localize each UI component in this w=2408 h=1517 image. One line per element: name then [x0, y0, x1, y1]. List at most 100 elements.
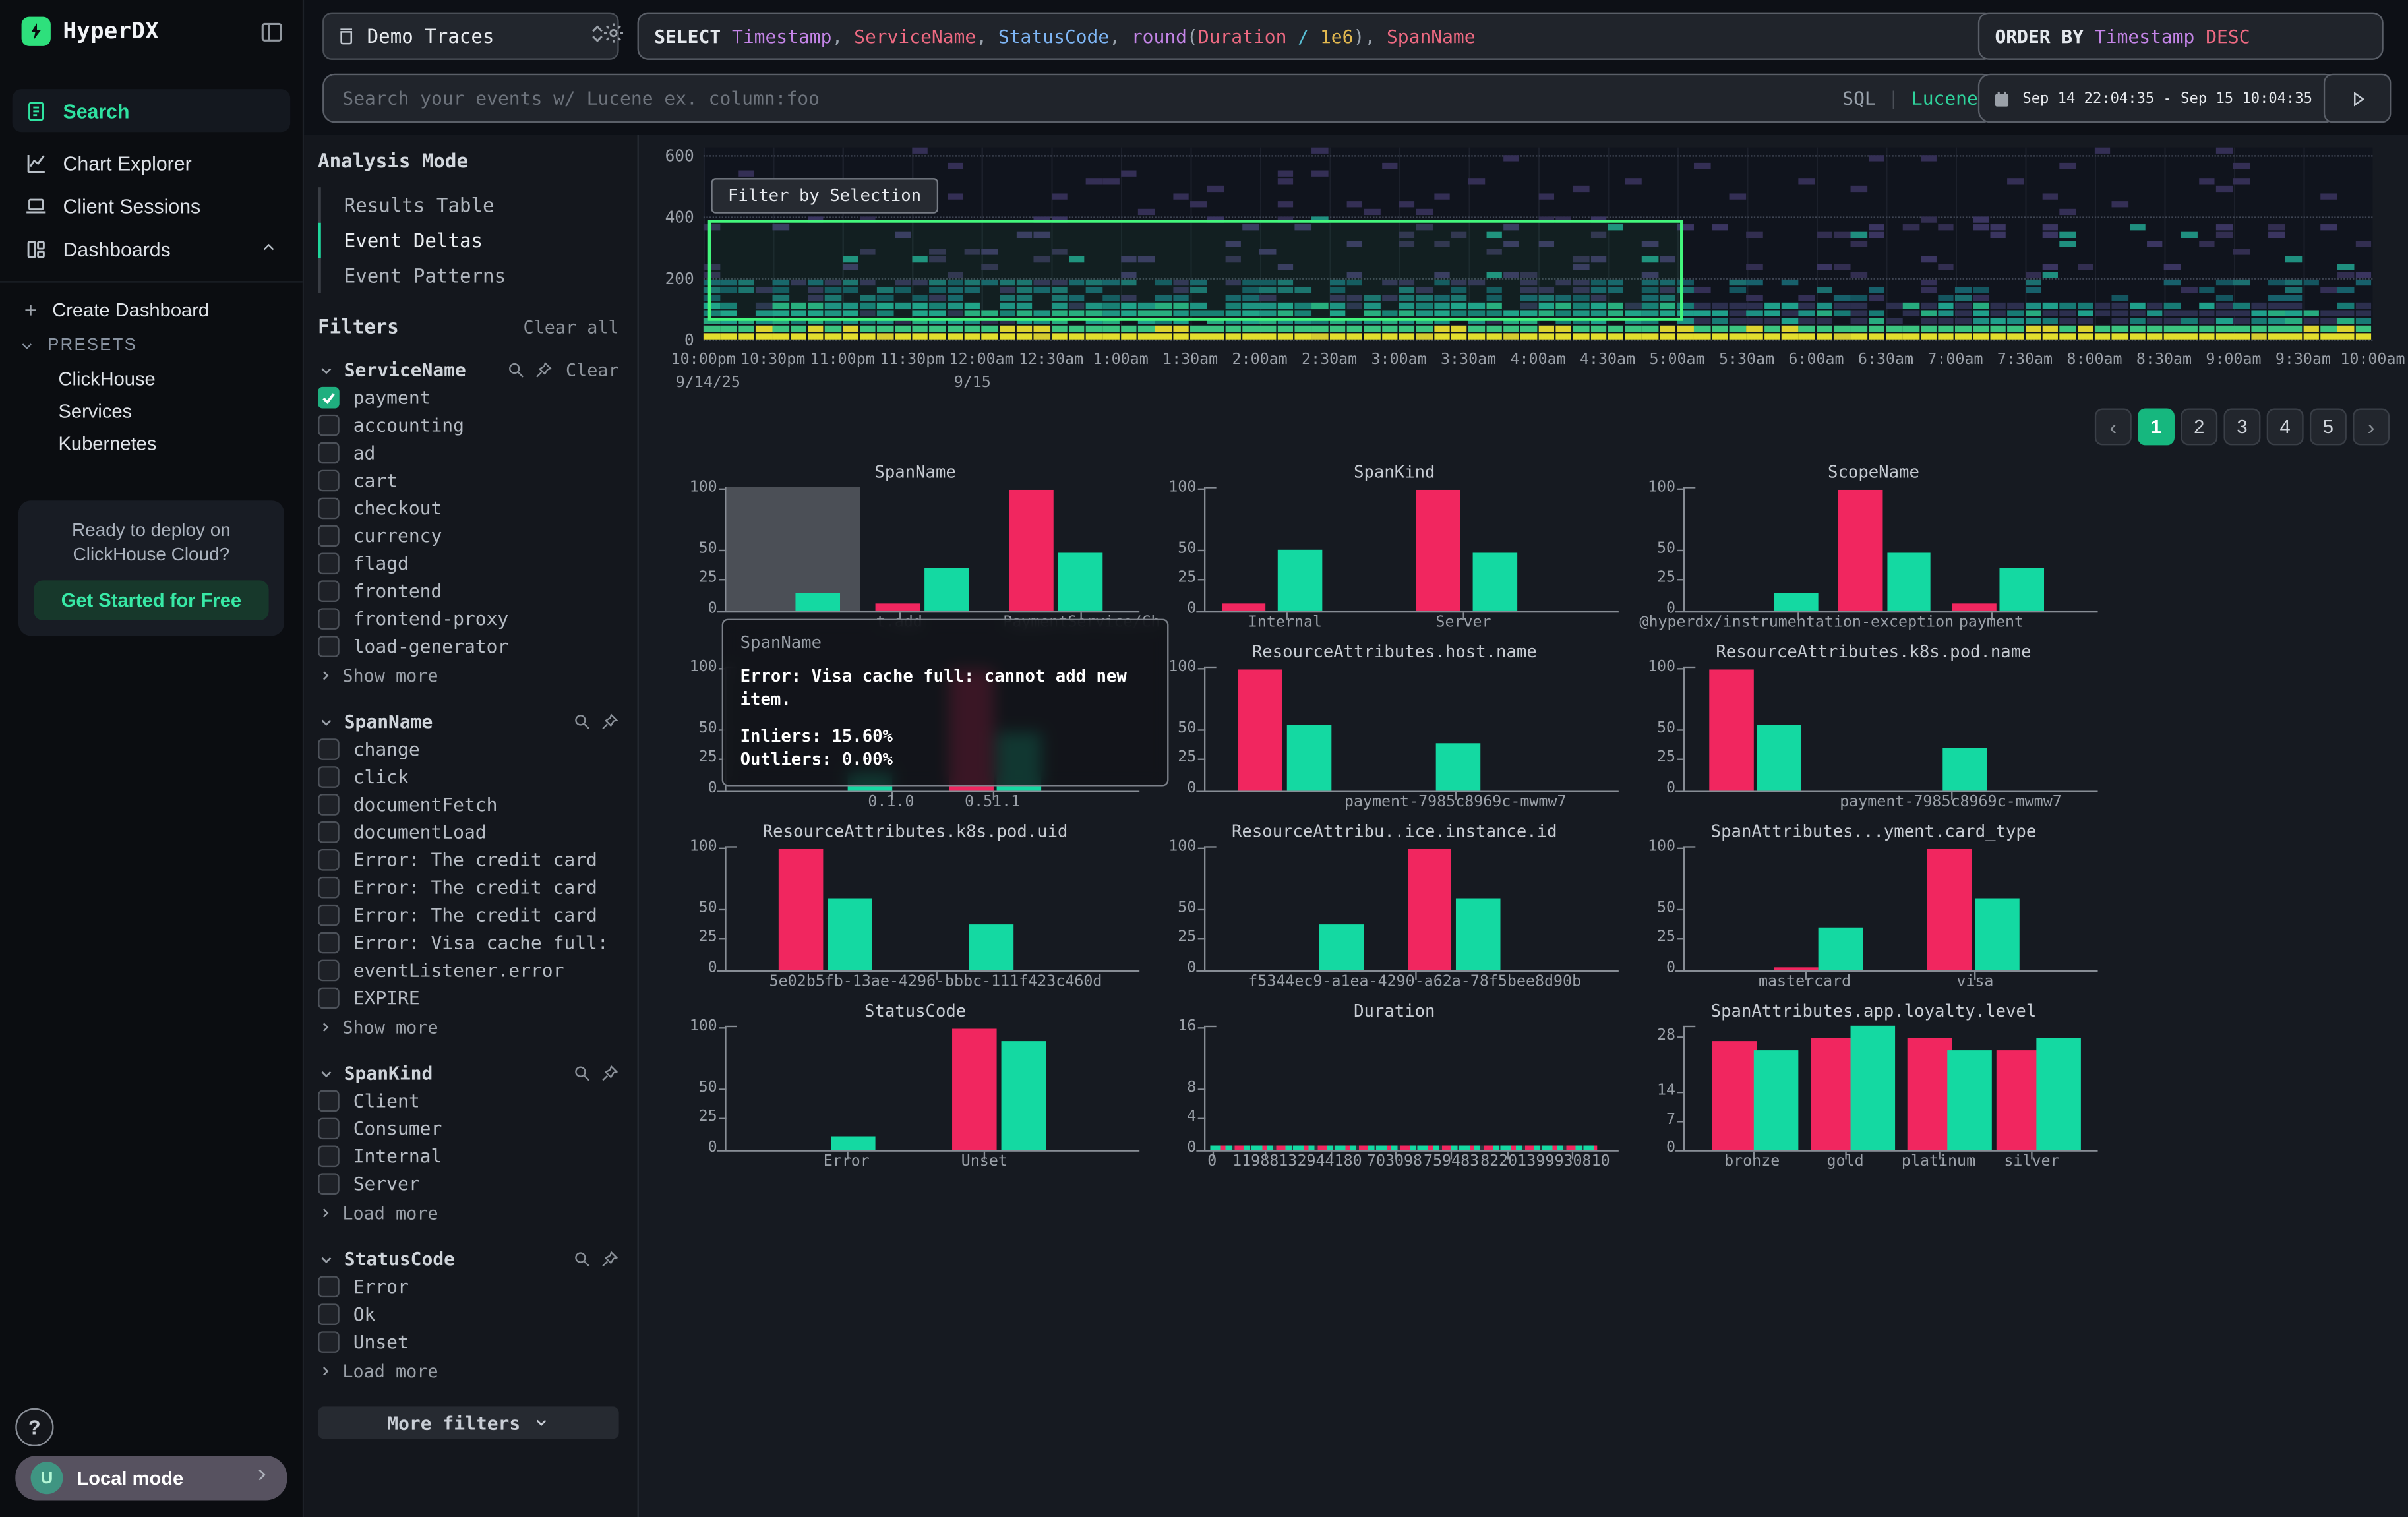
outlier-bar[interactable] — [1222, 604, 1266, 611]
inlier-bar[interactable] — [1435, 742, 1480, 790]
filter-group-title[interactable]: SpanName — [344, 711, 433, 732]
order-by-input[interactable]: ORDER BY Timestamp DESC — [1978, 13, 2384, 60]
sql-select-input[interactable]: SELECT Timestamp, ServiceName, StatusCod… — [638, 13, 1995, 60]
inlier-bar[interactable] — [795, 593, 839, 611]
filter-group-title[interactable]: SpanKind — [344, 1063, 433, 1085]
checkbox[interactable] — [318, 608, 340, 630]
duration-heatmap[interactable]: Filter by Selection — [704, 148, 2373, 341]
more-filters-button[interactable]: More filters — [318, 1406, 618, 1439]
checkbox[interactable] — [318, 1331, 340, 1353]
filter-by-selection-button[interactable]: Filter by Selection — [711, 178, 938, 214]
time-range-picker[interactable]: Sep 14 22:04:35 - Sep 15 10:04:35 — [1978, 74, 2337, 123]
analysis-mode-event-patterns[interactable]: Event Patterns — [318, 258, 618, 293]
filter-option-client[interactable]: Client — [318, 1087, 618, 1115]
collapse-sidebar-icon[interactable] — [260, 20, 284, 52]
checkbox[interactable] — [318, 766, 340, 788]
filter-option-frontend[interactable]: frontend — [318, 578, 618, 605]
pagination-page-2[interactable]: 2 — [2181, 409, 2217, 446]
checkbox[interactable] — [318, 738, 340, 760]
chevron-down-icon[interactable] — [318, 1065, 335, 1082]
inlier-bar[interactable] — [1058, 553, 1102, 611]
mini-chart-duration[interactable]: Duration16840011988132944180703098759483… — [1155, 999, 1634, 1179]
presets-toggle[interactable]: PRESETS — [0, 328, 303, 362]
clear-all-button[interactable]: Clear all — [523, 316, 618, 338]
mini-chart-resourceattributes-k8s-pod-name[interactable]: ResourceAttributes.k8s.pod.name10050250p… — [1634, 640, 2113, 820]
outlier-bar[interactable] — [1713, 1042, 1757, 1150]
inlier-bar[interactable] — [924, 569, 969, 611]
pin-icon[interactable] — [535, 361, 553, 379]
analysis-mode-event-deltas[interactable]: Event Deltas — [318, 223, 618, 258]
inlier-bar[interactable] — [1472, 553, 1517, 611]
outlier-bar[interactable] — [1951, 604, 1995, 611]
inlier-bar[interactable] — [1774, 593, 1818, 611]
checkbox[interactable] — [318, 498, 340, 520]
filter-option-error-the-credit-card[interactable]: Error: The credit card (… — [318, 874, 618, 901]
filter-option-server[interactable]: Server — [318, 1170, 618, 1198]
filter-footer-load-more[interactable]: Load more — [318, 1357, 618, 1385]
pagination-page-3[interactable]: 3 — [2224, 409, 2261, 446]
checkbox[interactable] — [318, 442, 340, 464]
outlier-bar[interactable] — [1238, 670, 1282, 790]
sql-toggle[interactable]: SQL — [1842, 88, 1876, 109]
mini-chart-resourceattribu-ice-instance-id[interactable]: ResourceAttribu..ice.instance.id10050250… — [1155, 820, 1634, 1000]
chevron-down-icon[interactable] — [318, 713, 335, 730]
checkbox[interactable] — [318, 1145, 340, 1167]
analysis-mode-results-table[interactable]: Results Table — [318, 187, 618, 223]
clear-filter-button[interactable]: Clear — [566, 359, 619, 381]
mini-chart-resourceattributes-host-name[interactable]: ResourceAttributes.host.name10050250paym… — [1155, 640, 1634, 820]
filter-option-unset[interactable]: Unset — [318, 1328, 618, 1356]
filter-option-load-generator[interactable]: load-generator — [318, 633, 618, 661]
pin-icon[interactable] — [601, 713, 619, 731]
checkbox[interactable] — [318, 636, 340, 657]
checkbox[interactable] — [318, 1118, 340, 1140]
checkbox[interactable] — [318, 1173, 340, 1195]
outlier-bar[interactable] — [1907, 1038, 1951, 1150]
filter-option-documentfetch[interactable]: documentFetch — [318, 790, 618, 818]
filter-option-cart[interactable]: cart — [318, 467, 618, 494]
checkbox[interactable] — [318, 932, 340, 954]
checkbox[interactable] — [318, 794, 340, 816]
filter-option-click[interactable]: click — [318, 763, 618, 791]
mini-chart-spanattributes-yment-card-type[interactable]: SpanAttributes...yment.card_type10050250… — [1634, 820, 2113, 1000]
pagination-page-4[interactable]: 4 — [2267, 409, 2304, 446]
inlier-bar[interactable] — [969, 924, 1013, 970]
checkbox[interactable] — [318, 470, 340, 492]
checkbox[interactable] — [318, 1303, 340, 1325]
filter-option-frontend-proxy[interactable]: frontend-proxy — [318, 605, 618, 633]
inlier-bar[interactable] — [1001, 1042, 1045, 1150]
inlier-bar[interactable] — [2000, 569, 2044, 611]
mini-chart-resourceattributes-k8s-pod-uid[interactable]: ResourceAttributes.k8s.pod.uid100502505e… — [676, 820, 1155, 1000]
pin-icon[interactable] — [601, 1064, 619, 1083]
search-icon[interactable] — [573, 1064, 591, 1083]
filter-option-change[interactable]: change — [318, 736, 618, 763]
mini-chart-spankind[interactable]: SpanKind10050250InternalServer — [1155, 461, 1634, 641]
search-icon[interactable] — [573, 713, 591, 731]
filter-option-currency[interactable]: currency — [318, 522, 618, 550]
filter-option-error[interactable]: Error — [318, 1273, 618, 1301]
filter-footer-load-more[interactable]: Load more — [318, 1199, 618, 1227]
checkbox[interactable] — [318, 1090, 340, 1112]
checkbox[interactable] — [318, 580, 340, 602]
outlier-bar[interactable] — [1996, 1050, 2040, 1150]
checkbox[interactable] — [318, 849, 340, 871]
filter-option-payment[interactable]: payment — [318, 384, 618, 411]
outlier-bar[interactable] — [1408, 850, 1452, 970]
mini-chart-statuscode[interactable]: StatusCode10050250ErrorUnset — [676, 999, 1155, 1179]
inlier-bar[interactable] — [1850, 1026, 1894, 1150]
filter-option-ok[interactable]: Ok — [318, 1301, 618, 1328]
outlier-bar[interactable] — [779, 850, 823, 970]
get-started-button[interactable]: Get Started for Free — [34, 580, 268, 620]
filter-option-error-visa-cache-full[interactable]: Error: Visa cache full: … — [318, 929, 618, 957]
checkbox[interactable] — [318, 387, 340, 409]
checkbox[interactable] — [318, 821, 340, 843]
sidebar-item-search[interactable]: Search — [13, 89, 291, 132]
pagination-page-1[interactable]: 1 — [2138, 409, 2175, 446]
inlier-bar[interactable] — [1757, 725, 1801, 791]
chevron-down-icon[interactable] — [318, 361, 335, 378]
source-select[interactable]: Demo Traces — [322, 13, 619, 60]
checkbox[interactable] — [318, 877, 340, 899]
inlier-bar[interactable] — [1753, 1050, 1797, 1150]
gear-icon[interactable] — [602, 22, 625, 53]
filter-option-error-the-credit-card[interactable]: Error: The credit card (… — [318, 846, 618, 874]
checkbox[interactable] — [318, 525, 340, 547]
